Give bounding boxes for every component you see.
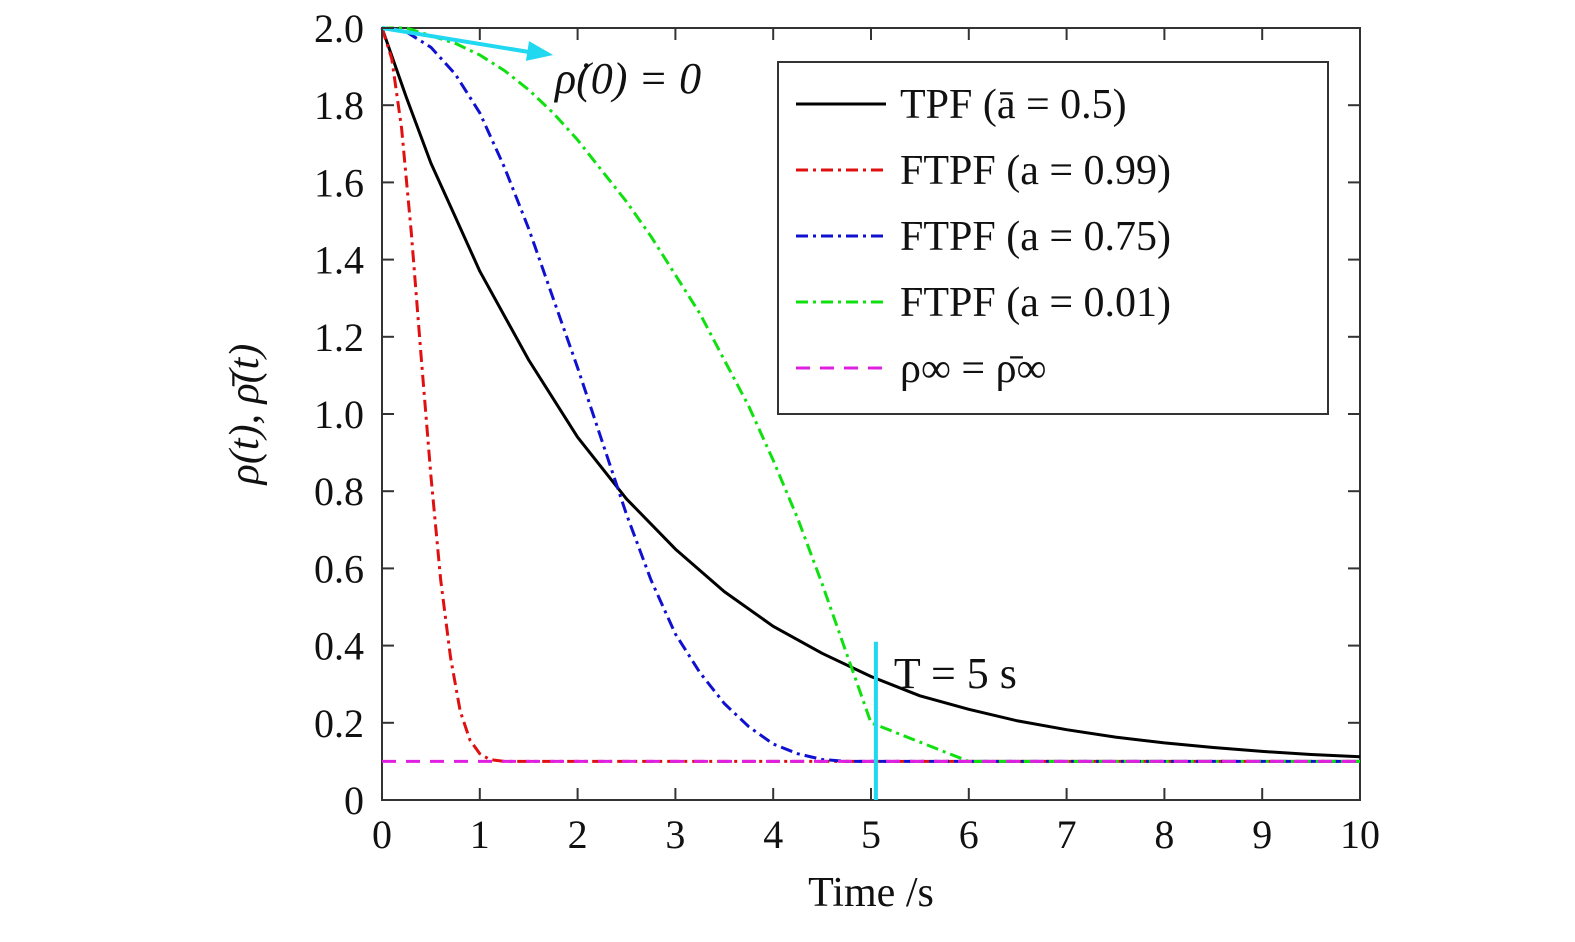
y-tick-label: 1.2: [314, 315, 364, 360]
y-axis-label: ρ(t), ρ̄(t): [222, 344, 268, 487]
x-tick-label: 2: [568, 812, 588, 857]
y-tick-label: 1.4: [314, 238, 364, 283]
legend: TPF (ā = 0.5) FTPF (a = 0.99) FTPF (a = 0.…: [777, 61, 1329, 415]
x-tick-label: 7: [1057, 812, 1077, 857]
x-tick-label: 1: [470, 812, 490, 857]
x-tick-label: 6: [959, 812, 979, 857]
series-layer: [380, 26, 1361, 763]
y-tick-label: 1.0: [314, 392, 364, 437]
legend-label: FTPF (a = 0.01): [900, 280, 1171, 326]
annotation-label: ρ̇(0) = 0: [553, 54, 701, 103]
legend-label: FTPF (a = 0.75): [900, 214, 1171, 260]
annotation-layer: ρ̇(0) = 0 T = 5 s: [381, 26, 1017, 800]
annotation-label: T = 5 s: [894, 649, 1017, 698]
x-tick-label: 0: [372, 812, 392, 857]
x-axis-label: Time /s: [808, 870, 934, 916]
x-tick-label: 5: [861, 812, 881, 857]
legend-label: ρ∞ = ρ̄∞: [900, 346, 1047, 392]
x-tick-label: 9: [1252, 812, 1272, 857]
legend-label: FTPF (a = 0.99): [900, 148, 1171, 194]
x-tick-label: 3: [665, 812, 685, 857]
y-tick-label: 0.6: [314, 546, 364, 591]
y-tick-label: 1.6: [314, 160, 364, 205]
y-tick-label: 2.0: [314, 6, 364, 51]
series-line-3: [382, 26, 1360, 763]
tangent-arrow-line: [381, 26, 536, 55]
tangent-arrow-head: [525, 41, 554, 61]
legend-label: TPF (ā = 0.5): [900, 82, 1127, 128]
y-tick-label: 0: [344, 778, 364, 823]
y-tick-label: 0.2: [314, 701, 364, 746]
y-tick-label: 1.8: [314, 83, 364, 128]
y-tick-label: 0.8: [314, 469, 364, 514]
x-tick-label: 8: [1154, 812, 1174, 857]
series-line-0: [380, 27, 1361, 759]
x-tick-label: 10: [1340, 812, 1380, 857]
x-tick-label: 4: [763, 812, 783, 857]
legend-box: [777, 61, 1329, 415]
ticks-layer: 0 1 2 3 4 5 6 7 8 9 10 0 0.2 0.4 0.6 0.8 1.0 1.2 1.4 1.6 1.8…: [314, 6, 1380, 857]
y-tick-label: 0.4: [314, 624, 364, 669]
